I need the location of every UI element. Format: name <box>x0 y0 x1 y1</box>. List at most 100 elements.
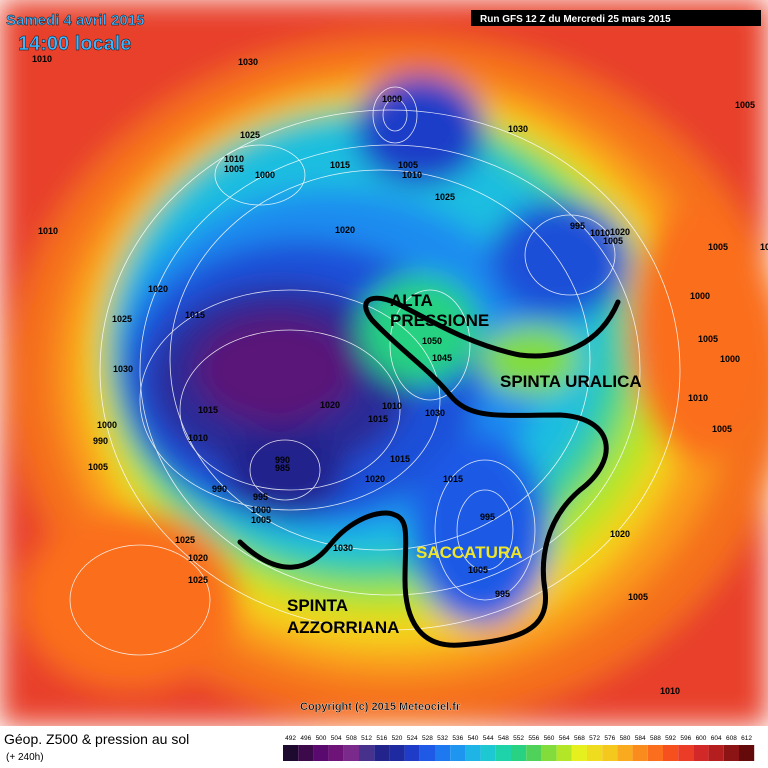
pressure-label: 1000 <box>720 354 740 364</box>
pressure-label: 990 <box>275 455 290 465</box>
scale-swatch <box>739 745 755 761</box>
scale-label: 516 <box>376 735 387 742</box>
pressure-label: 1025 <box>112 314 132 324</box>
pressure-label: 1020 <box>148 284 168 294</box>
scale-label: 532 <box>437 735 448 742</box>
pressure-label: 1030 <box>508 124 528 134</box>
pressure-label: 1010 <box>38 226 58 236</box>
scale-swatch <box>465 745 481 761</box>
annotation: SPINTA URALICA <box>500 372 642 391</box>
scale-swatch <box>723 745 739 761</box>
scale-swatch <box>374 745 390 761</box>
pressure-label: 1005 <box>398 160 418 170</box>
scale-swatch <box>708 745 724 761</box>
pressure-label: 1000 <box>251 505 271 515</box>
scale-label: 552 <box>513 735 524 742</box>
scale-label: 612 <box>741 735 752 742</box>
scale-swatch <box>632 745 648 761</box>
scale-label: 568 <box>574 735 585 742</box>
scale-swatch <box>602 745 618 761</box>
scale-label: 496 <box>300 735 311 742</box>
run-info: Run GFS 12 Z du Mercredi 25 mars 2015 <box>480 14 671 25</box>
scale-swatch <box>419 745 435 761</box>
footer-title: Géop. Z500 & pression au sol <box>4 731 189 747</box>
pressure-label: 1015 <box>390 454 410 464</box>
scale-swatch <box>556 745 572 761</box>
pressure-label: 1005 <box>251 515 271 525</box>
pressure-label: 1010 <box>188 433 208 443</box>
copyright: Copyright (c) 2015 Meteociel.fr <box>300 701 461 713</box>
pressure-label: 1025 <box>435 192 455 202</box>
pressure-label: 1020 <box>320 400 340 410</box>
pressure-label: 1030 <box>425 408 445 418</box>
scale-label: 584 <box>635 735 646 742</box>
pressure-label: 990 <box>212 484 227 494</box>
scale-swatch <box>587 745 603 761</box>
pressure-label: 995 <box>495 589 510 599</box>
scale-label: 508 <box>346 735 357 742</box>
scale-swatch <box>343 745 359 761</box>
pressure-label: 1020 <box>610 529 630 539</box>
pressure-label: 1025 <box>175 535 195 545</box>
scale-label: 592 <box>665 735 676 742</box>
color-scale: 492 496 500 504 508 512 516 520 524 528 532 536 540 5… <box>283 735 755 761</box>
annotation: ALTA PRESSIONE <box>390 291 489 330</box>
scale-swatch <box>389 745 405 761</box>
scale-label: 580 <box>620 735 631 742</box>
pressure-label: 1005 <box>735 100 755 110</box>
scale-label: 548 <box>498 735 509 742</box>
pressure-label: 1045 <box>432 353 452 363</box>
pressure-label: 1000 <box>382 94 402 104</box>
pressure-label: 1015 <box>368 414 388 424</box>
scale-label: 540 <box>468 735 479 742</box>
scale-swatch <box>663 745 679 761</box>
annotation-lines <box>237 295 621 648</box>
scale-swatch <box>480 745 496 761</box>
pressure-label: 1005 <box>712 424 732 434</box>
pressure-label: 1005 <box>88 462 108 472</box>
scale-label: 596 <box>680 735 691 742</box>
run-box <box>471 10 761 26</box>
pressure-label: 1030 <box>333 543 353 553</box>
valid-time: 14:00 locale <box>18 33 131 55</box>
scale-label: 572 <box>589 735 600 742</box>
scale-label: 556 <box>528 735 539 742</box>
scale-label: 536 <box>452 735 463 742</box>
annotation: SPINTA AZZORRIANA <box>287 596 399 637</box>
pressure-label: 1015 <box>185 310 205 320</box>
pressure-label: 1000 <box>690 291 710 301</box>
pressure-label: 1010 <box>760 242 768 252</box>
scale-swatch <box>359 745 375 761</box>
scale-label: 560 <box>544 735 555 742</box>
isobars <box>69 86 681 656</box>
scale-swatch <box>678 745 694 761</box>
scale-label: 520 <box>392 735 403 742</box>
scale-swatch <box>328 745 344 761</box>
pressure-label: 995 <box>253 492 268 502</box>
scale-label: 500 <box>316 735 327 742</box>
pressure-label: 1020 <box>365 474 385 484</box>
scale-swatch <box>693 745 709 761</box>
scale-label: 588 <box>650 735 661 742</box>
scale-label: 600 <box>696 735 707 742</box>
pressure-label: 1025 <box>188 575 208 585</box>
pressure-label: 1015 <box>443 474 463 484</box>
pressure-label: 1005 <box>468 565 488 575</box>
scale-label: 608 <box>726 735 737 742</box>
pressure-label: 1005 <box>603 236 623 246</box>
pressure-label: 1015 <box>330 160 350 170</box>
pressure-label: 1010 <box>688 393 708 403</box>
scale-label: 504 <box>331 735 342 742</box>
pressure-label: 1005 <box>708 242 728 252</box>
scale-label: 512 <box>361 735 372 742</box>
scale-label: 524 <box>407 735 418 742</box>
pressure-label: 990 <box>93 436 108 446</box>
footer-lead: (+ 240h) <box>6 752 44 763</box>
pressure-label: 1015 <box>198 405 218 415</box>
pressure-label: 1025 <box>240 130 260 140</box>
annotations: ALTA PRESSIONE SPINTA URALICA SACCATURA SPIN… <box>287 291 642 637</box>
pressure-label: 1010 <box>590 228 610 238</box>
geopotential-field <box>0 0 768 726</box>
